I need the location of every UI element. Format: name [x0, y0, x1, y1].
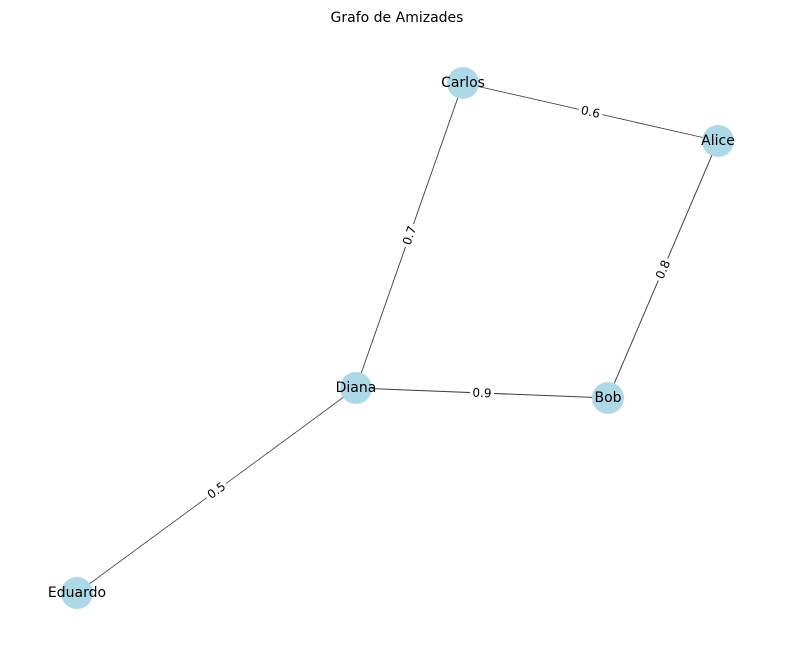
edge-weight-value: 0.9: [472, 386, 492, 401]
node-eduardo: Eduardo: [48, 577, 106, 609]
graph-title: Grafo de Amizades: [331, 10, 464, 26]
node-label: Carlos: [441, 75, 485, 91]
node-carlos: Carlos: [441, 67, 485, 99]
edge-weight-label: 0.7: [397, 221, 422, 250]
node-label: Alice: [701, 133, 735, 149]
node-label: Eduardo: [48, 585, 106, 601]
node-circle: [447, 67, 479, 99]
node-bob: Bob: [592, 382, 624, 414]
edge-weight-label: 0.6: [577, 101, 604, 123]
edge-weight-label-bg: [397, 221, 422, 250]
edge-weight-label: 0.8: [650, 255, 676, 284]
node-circle: [592, 382, 624, 414]
edge-weight-value: 0.7: [400, 224, 420, 247]
edge-weight-label-bg: [577, 101, 604, 123]
nodes-layer: Alice Bob Carlos Diana Eduardo: [48, 67, 735, 609]
edge-weight-label-bg: [650, 255, 676, 284]
edge-labels-layer: 0.6 0.8 0.7 0.9 0.5: [202, 101, 676, 505]
edge-weight-value: 0.6: [580, 103, 602, 121]
node-label: Bob: [594, 390, 621, 406]
node-diana: Diana: [336, 372, 377, 404]
edge-weight-value: 0.8: [653, 258, 673, 281]
edges-layer: [76, 82, 719, 594]
node-label: Diana: [336, 380, 377, 396]
edge-weight-label: 0.5: [202, 476, 231, 505]
node-circle: [702, 125, 734, 157]
edge-weight-label-bg: [202, 476, 231, 505]
node-circle: [61, 577, 93, 609]
node-alice: Alice: [701, 125, 735, 157]
edge-weight-label-bg: [469, 384, 495, 402]
node-circle: [340, 372, 372, 404]
edge-weight-label: 0.9: [469, 384, 495, 402]
